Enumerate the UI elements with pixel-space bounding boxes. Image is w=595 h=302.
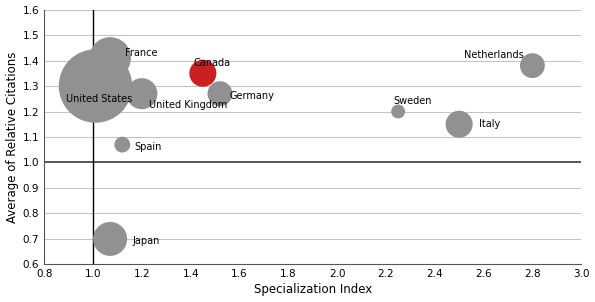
Text: France: France	[125, 48, 157, 58]
Text: Japan: Japan	[132, 236, 159, 246]
Text: Netherlands: Netherlands	[464, 50, 524, 60]
Point	[105, 236, 115, 241]
X-axis label: Specialization Index: Specialization Index	[253, 284, 372, 297]
Point	[393, 109, 403, 114]
Text: Spain: Spain	[134, 142, 162, 152]
Point	[215, 91, 225, 96]
Text: United States: United States	[66, 94, 133, 104]
Point	[455, 122, 464, 127]
Text: Sweden: Sweden	[393, 96, 432, 106]
Point	[198, 71, 208, 76]
Point	[90, 84, 100, 88]
Text: Germany: Germany	[230, 91, 274, 101]
Text: United Kingdom: United Kingdom	[149, 100, 227, 110]
Text: Italy: Italy	[479, 119, 500, 129]
Y-axis label: Average of Relative Citations: Average of Relative Citations	[5, 51, 18, 223]
Point	[137, 91, 146, 96]
Point	[528, 63, 537, 68]
Point	[118, 142, 127, 147]
Point	[105, 56, 115, 60]
Text: Canada: Canada	[193, 58, 230, 68]
